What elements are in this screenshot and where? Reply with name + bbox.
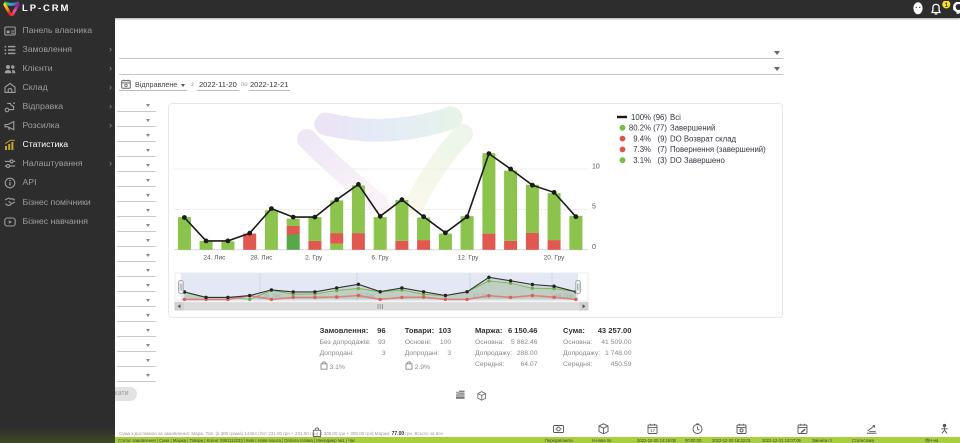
svg-text:80.2%: 80.2% <box>629 124 651 133</box>
svg-text:17: 17 <box>650 428 656 433</box>
svg-text:DO Завершено: DO Завершено <box>670 156 726 165</box>
svg-text:12. Гру: 12. Гру <box>458 255 480 262</box>
svg-text:20. Гру: 20. Гру <box>544 255 566 262</box>
svg-text:28. Лис: 28. Лис <box>250 255 273 262</box>
svg-text:(9): (9) <box>657 134 667 143</box>
svg-text:DO Возврат склад: DO Возврат склад <box>670 134 737 143</box>
svg-text:10: 10 <box>592 163 600 170</box>
svg-text:(7): (7) <box>657 145 667 154</box>
svg-text:(77): (77) <box>653 124 667 133</box>
svg-text:7.3%: 7.3% <box>633 145 651 154</box>
svg-text:Повернення (завершений): Повернення (завершений) <box>670 145 766 154</box>
svg-text:100%: 100% <box>631 113 651 122</box>
svg-text:0: 0 <box>592 244 596 251</box>
svg-text:5: 5 <box>592 204 596 211</box>
svg-text:Всі: Всі <box>670 113 681 122</box>
svg-text:19. Гру: 19. Гру <box>555 294 573 300</box>
svg-text:24. Лис: 24. Лис <box>203 255 226 262</box>
svg-text:1: 1 <box>945 3 949 9</box>
svg-text:(3): (3) <box>657 156 667 165</box>
svg-text:6. Гру: 6. Гру <box>372 255 390 262</box>
svg-text:2. Гру: 2. Гру <box>305 255 323 262</box>
svg-text:(96): (96) <box>653 113 667 122</box>
svg-text:Завершений: Завершений <box>670 124 715 133</box>
svg-text:3.1%: 3.1% <box>633 156 651 165</box>
svg-text:9.4%: 9.4% <box>633 134 651 143</box>
svg-text:28. Лис: 28. Лис <box>263 294 282 300</box>
